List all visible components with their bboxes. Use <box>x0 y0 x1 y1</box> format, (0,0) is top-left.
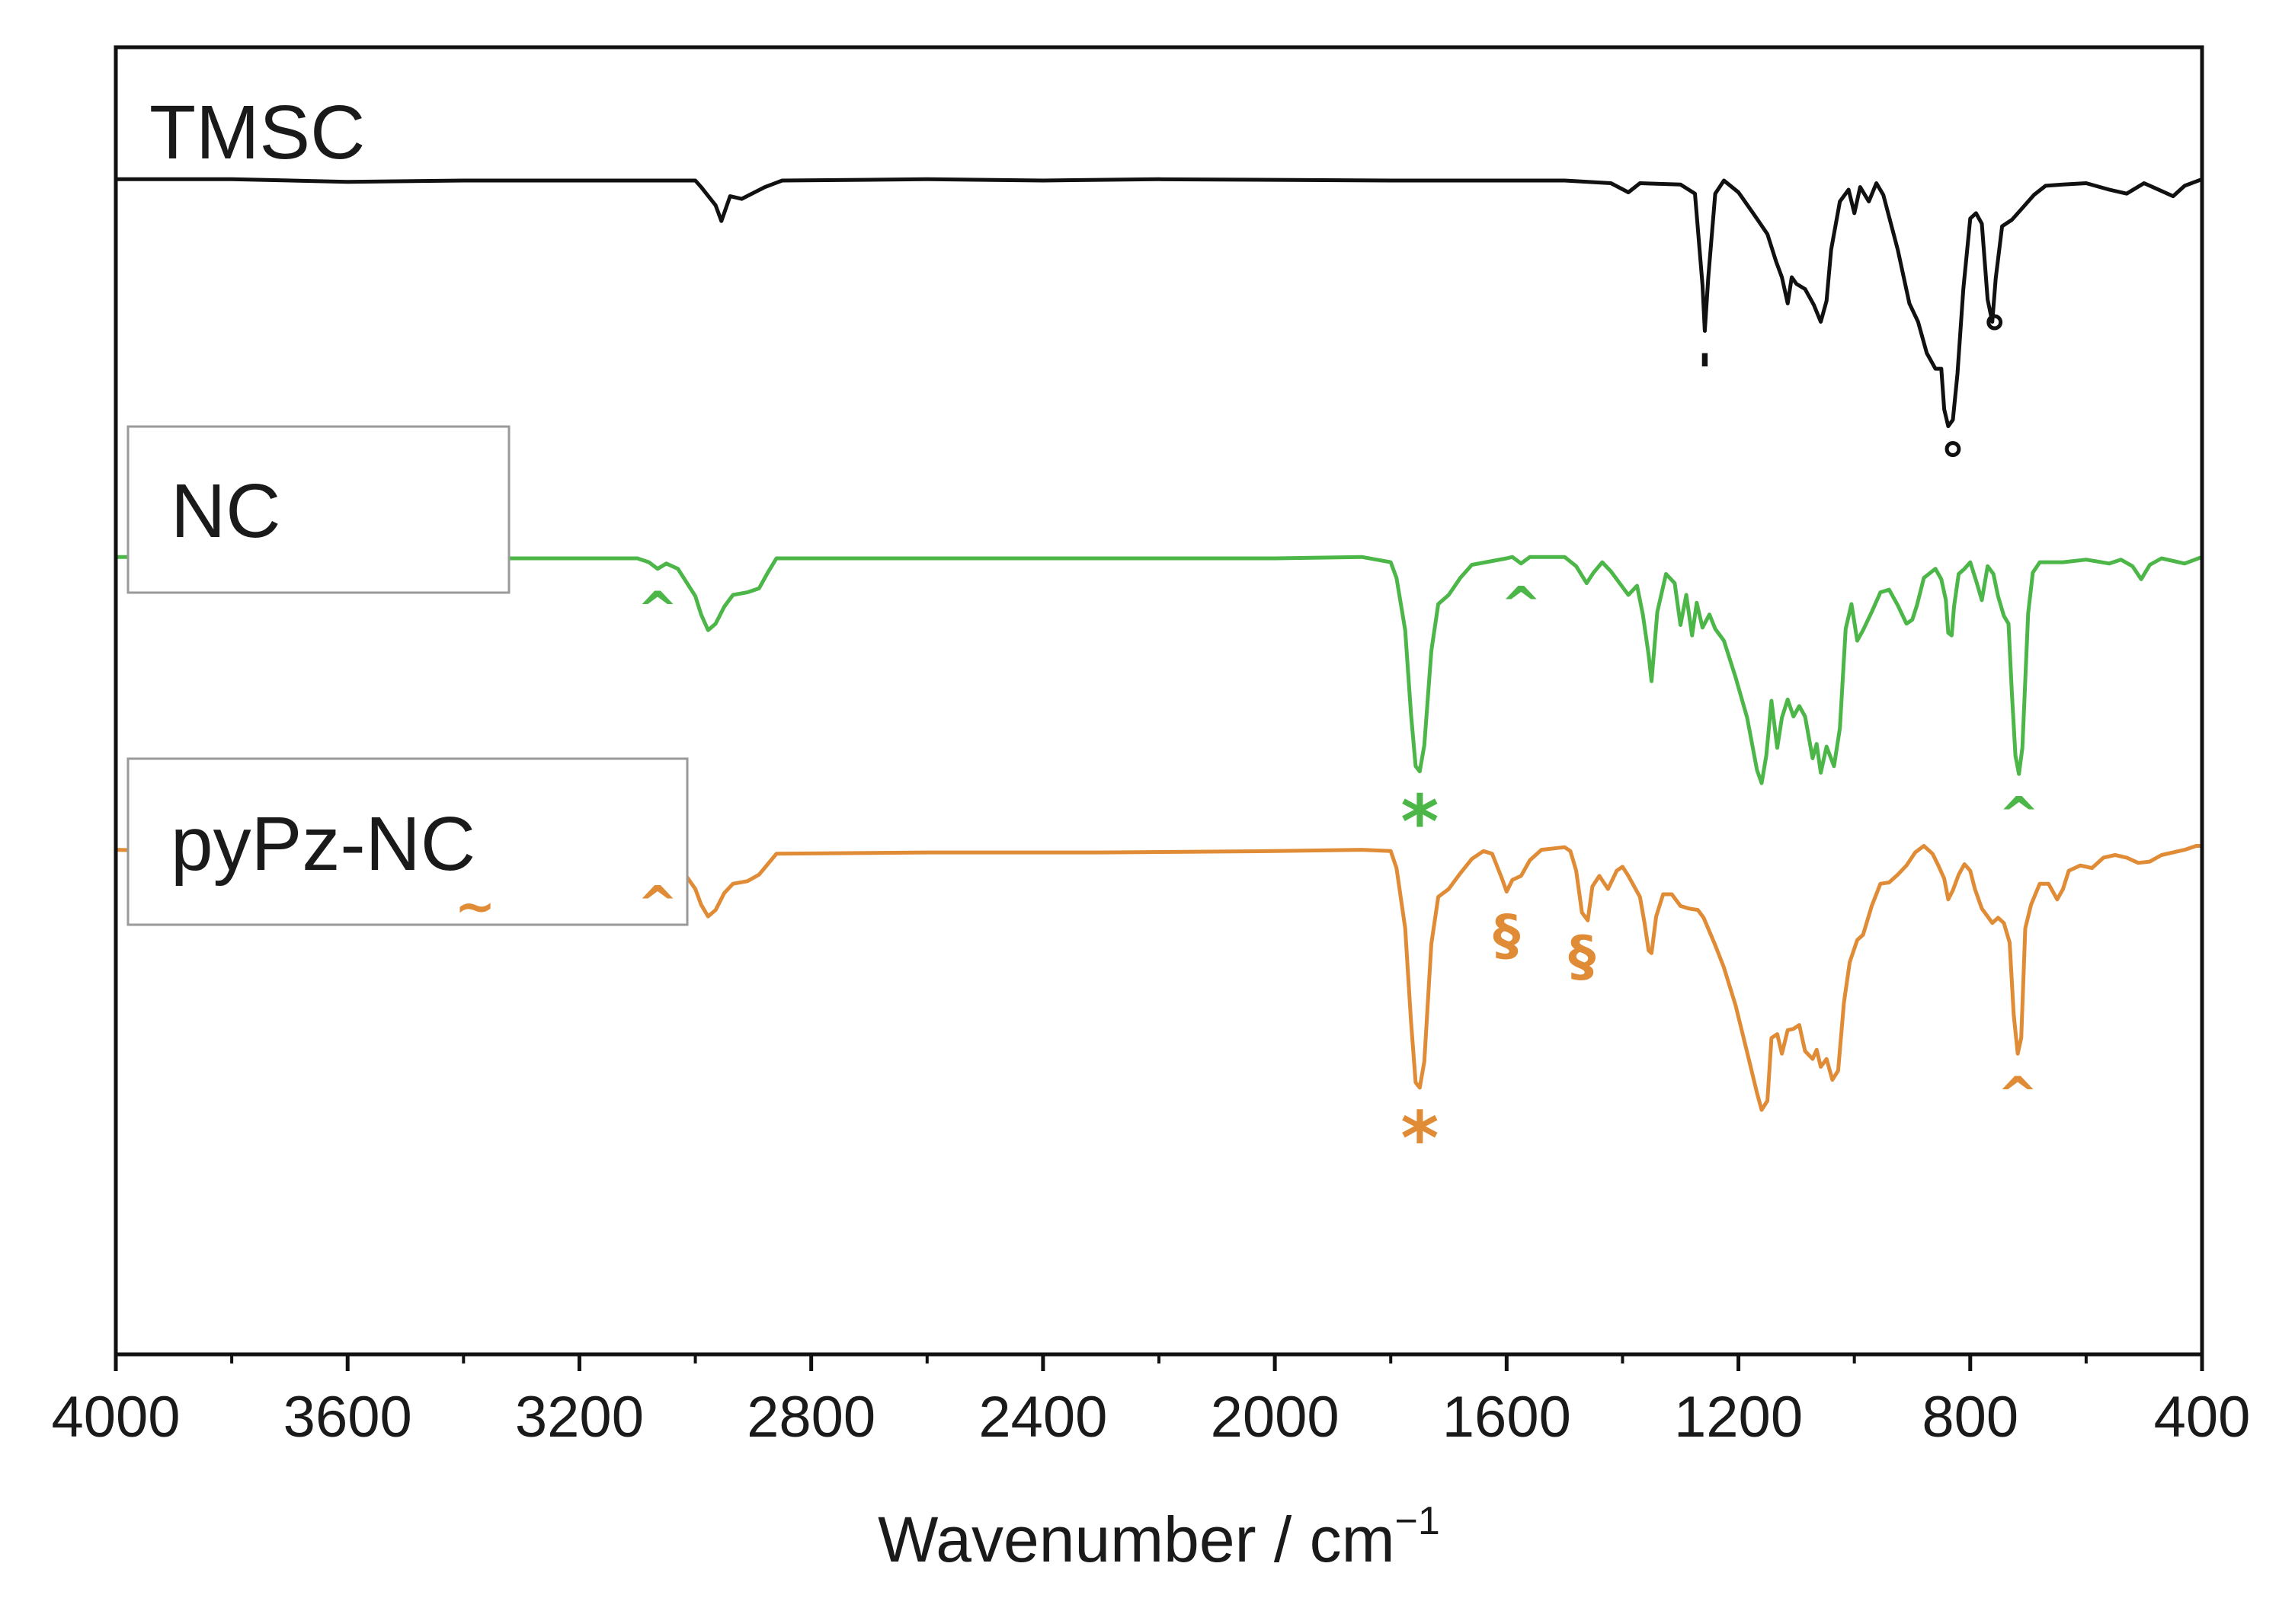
peak-marker-pypz-nc-2: * <box>1400 1096 1439 1181</box>
peak-annotation-layer: ' ° ° ^ ^ * ^ ~ ^ * § § ^ <box>455 307 2040 1181</box>
series-layer <box>114 177 2204 1112</box>
peak-marker-pypz-nc-3: § <box>1493 903 1520 967</box>
x-tick-label-2800: 2800 <box>747 1385 875 1450</box>
series-line-pypz-nc <box>114 844 2204 1112</box>
x-axis-title-superscript: −1 <box>1395 1499 1440 1543</box>
x-axis-title: Wavenumber / cm−1 <box>878 1499 1440 1575</box>
peak-marker-pypz-nc-1: ^ <box>637 877 678 933</box>
series-label-nc: NC <box>171 468 280 554</box>
x-tick-label-3600: 3600 <box>283 1385 412 1450</box>
x-tick-label-3200: 3200 <box>515 1385 644 1450</box>
series-label-box-pypz-nc <box>126 757 689 926</box>
x-axis-ticks: 4000 3600 3200 2800 2400 2000 1600 1200 800 400 <box>51 1354 2250 1450</box>
peak-marker-tmsc-2: ° <box>1983 307 2007 363</box>
peak-marker-tmsc-1: ° <box>1941 433 1965 490</box>
peak-marker-pypz-nc-0: ~ <box>455 879 496 935</box>
peak-marker-pypz-nc-4: § <box>1568 924 1596 988</box>
series-label-box-nc <box>126 425 511 594</box>
peak-marker-pypz-nc-5: ^ <box>1997 1067 2038 1124</box>
x-tick-label-800: 800 <box>1922 1385 2018 1450</box>
x-tick-label-4000: 4000 <box>51 1385 180 1450</box>
x-tick-label-2000: 2000 <box>1211 1385 1340 1450</box>
series-label-layer: TMSC NC pyPz-NC <box>126 90 689 926</box>
series-line-tmsc <box>114 177 2204 429</box>
x-axis-title-main: Wavenumber / cm <box>878 1504 1394 1575</box>
x-tick-label-1200: 1200 <box>1674 1385 1803 1450</box>
x-tick-label-400: 400 <box>2154 1385 2251 1450</box>
x-tick-label-1600: 1600 <box>1442 1385 1571 1450</box>
peak-marker-nc-3: ^ <box>1999 788 2040 844</box>
series-label-pypz-nc: pyPz-NC <box>171 801 475 887</box>
peak-marker-tmsc-0: ' <box>1698 344 1713 401</box>
series-label-tmsc: TMSC <box>149 90 365 175</box>
x-tick-label-2400: 2400 <box>978 1385 1107 1450</box>
series-line-nc <box>114 555 2204 785</box>
peak-marker-nc-2: * <box>1400 780 1439 865</box>
peak-marker-nc-0: ^ <box>637 583 678 639</box>
peak-marker-nc-1: ^ <box>1500 577 1541 634</box>
